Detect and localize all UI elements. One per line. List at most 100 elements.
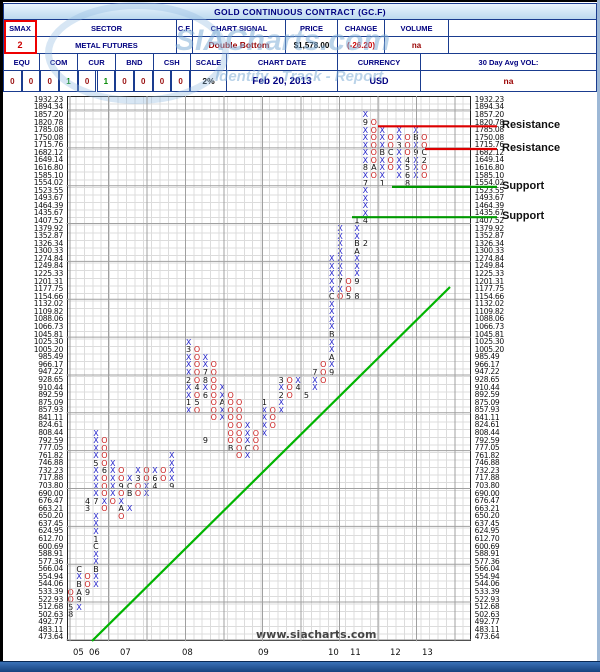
price-tick: 1616.80 bbox=[474, 162, 505, 172]
price-tick: 1249.84 bbox=[474, 261, 505, 271]
pf-cell: X bbox=[413, 125, 419, 135]
pf-cell: X bbox=[354, 224, 360, 234]
pf-cell: X bbox=[261, 428, 268, 438]
pf-cell: X bbox=[362, 110, 369, 120]
pf-cell: X bbox=[328, 277, 335, 287]
price-tick: 577.36 bbox=[38, 556, 63, 566]
scale-value: 2% bbox=[190, 70, 227, 92]
price-tick: 502.63 bbox=[38, 609, 63, 619]
price-tick: 1109.82 bbox=[474, 306, 505, 316]
price-tick: 637.45 bbox=[38, 518, 63, 528]
pf-cell: O bbox=[320, 375, 327, 385]
pf-cell: 4 bbox=[404, 155, 411, 165]
pf-cell: X bbox=[337, 254, 343, 264]
price-tick: 1045.81 bbox=[33, 329, 64, 339]
price-tick: 808.44 bbox=[474, 428, 500, 437]
pf-cell: X bbox=[379, 155, 385, 165]
price-tick: 841.11 bbox=[474, 412, 500, 422]
price-tick: 1225.33 bbox=[33, 268, 64, 278]
price-tick: 1464.39 bbox=[474, 200, 505, 210]
price-tick: 690.00 bbox=[474, 488, 500, 498]
price-tick: 1326.34 bbox=[474, 238, 505, 248]
price-tick: 875.09 bbox=[474, 397, 500, 407]
change-header: CHANGE bbox=[337, 19, 385, 37]
price-tick: 1045.81 bbox=[474, 329, 505, 339]
price-tick: 502.63 bbox=[474, 609, 500, 619]
pf-cell: O bbox=[370, 140, 377, 150]
price-tick: 612.70 bbox=[38, 534, 63, 544]
price-tick: 522.93 bbox=[474, 594, 500, 604]
price-tick: 910.44 bbox=[474, 382, 500, 392]
pf-cell: X bbox=[337, 224, 343, 234]
price-tick: 892.59 bbox=[474, 390, 500, 400]
pf-cell: 5 bbox=[404, 163, 411, 173]
pf-cell: O bbox=[421, 163, 428, 173]
pf-cell: O bbox=[404, 140, 411, 150]
price-tick: 1109.82 bbox=[33, 306, 64, 316]
pf-cell: O bbox=[101, 504, 108, 514]
pf-cell: X bbox=[362, 186, 369, 196]
pf-cell: X bbox=[337, 246, 343, 256]
price-tick: 512.68 bbox=[38, 602, 63, 612]
price-tick: 1715.76 bbox=[474, 140, 505, 150]
pf-cell: X bbox=[354, 254, 360, 264]
pf-cell: X bbox=[76, 572, 82, 582]
pf-cell: X bbox=[396, 155, 402, 165]
pf-cell: 2 bbox=[421, 155, 427, 165]
price-tick: 1682.12 bbox=[33, 147, 64, 157]
indicator-digit-7: 0 bbox=[133, 70, 153, 92]
pf-cell: X bbox=[244, 451, 251, 461]
price-tick: 1352.87 bbox=[33, 231, 64, 241]
price-tick: 544.06 bbox=[38, 579, 63, 589]
pf-cell: X bbox=[278, 405, 284, 415]
price-tick: 1201.31 bbox=[33, 276, 64, 286]
price-tick: 473.64 bbox=[38, 632, 63, 642]
window-border-top bbox=[0, 0, 600, 2]
pf-cell: O bbox=[345, 277, 352, 287]
price-tick: 910.44 bbox=[38, 382, 63, 392]
price-tick: 1785.08 bbox=[474, 125, 505, 135]
pf-cell: O bbox=[370, 125, 377, 135]
chart-date-header: CHART DATE bbox=[226, 53, 338, 71]
pf-cell: 8 bbox=[354, 292, 360, 302]
price-tick: 1523.55 bbox=[33, 185, 64, 195]
indicator-digit-4: 0 bbox=[77, 70, 97, 92]
pf-cell: 4 bbox=[362, 216, 368, 226]
pf-cell: C bbox=[387, 148, 394, 158]
price-tick: 492.77 bbox=[38, 617, 63, 627]
pf-cell: X bbox=[312, 383, 318, 393]
cf-header: C.F. bbox=[176, 19, 193, 37]
pf-cell: O bbox=[370, 171, 377, 181]
price-tick: 1225.33 bbox=[474, 268, 505, 278]
price-tick: 703.80 bbox=[38, 481, 63, 491]
price-tick: 566.04 bbox=[474, 564, 500, 574]
pf-cell: A bbox=[371, 163, 377, 173]
pf-cell: A bbox=[354, 246, 360, 256]
price-tick: 841.11 bbox=[38, 412, 63, 422]
pf-cell: 2 bbox=[362, 239, 368, 249]
price-tick: 690.00 bbox=[38, 488, 63, 498]
pf-cell: X bbox=[362, 125, 369, 135]
price-tick: 792.59 bbox=[474, 435, 500, 445]
price-tick: 746.88 bbox=[474, 458, 500, 468]
price-tick: 1820.78 bbox=[474, 117, 505, 127]
price-tick: 777.05 bbox=[474, 443, 500, 453]
pf-cell: X bbox=[354, 269, 360, 279]
pf-cell: A bbox=[76, 587, 82, 597]
year-tick-10: 10 bbox=[328, 648, 339, 658]
price-tick: 1857.20 bbox=[33, 109, 64, 119]
chart-date-value: Feb 20, 2013 bbox=[226, 70, 338, 92]
pf-cell: X bbox=[337, 261, 343, 271]
window-bottom-bar bbox=[0, 661, 600, 672]
price-tick: 637.45 bbox=[474, 518, 500, 528]
price-tick: 1300.33 bbox=[33, 246, 64, 256]
price-tick: 1088.06 bbox=[474, 314, 505, 324]
price-tick: 650.20 bbox=[474, 511, 500, 521]
pf-cell: X bbox=[362, 148, 369, 158]
pf-cell: 3 bbox=[84, 504, 91, 514]
pf-cell: B bbox=[76, 579, 82, 589]
pf-cell: 5 bbox=[68, 602, 74, 612]
price-tick: 777.05 bbox=[38, 443, 63, 453]
pf-cell: X bbox=[413, 155, 419, 165]
pf-cell: X bbox=[337, 231, 343, 241]
